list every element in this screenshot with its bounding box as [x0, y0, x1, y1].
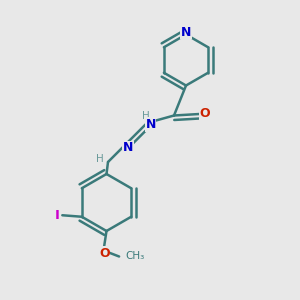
Text: I: I	[55, 209, 60, 222]
Text: H: H	[142, 111, 149, 122]
Text: N: N	[123, 141, 133, 154]
Text: N: N	[146, 118, 156, 131]
Text: O: O	[200, 107, 210, 121]
Text: N: N	[181, 26, 191, 39]
Text: CH₃: CH₃	[126, 251, 145, 262]
Text: H: H	[96, 154, 104, 164]
Text: O: O	[99, 247, 110, 260]
